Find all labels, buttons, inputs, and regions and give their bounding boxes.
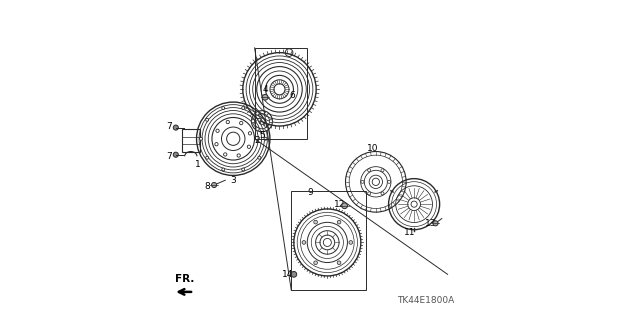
Circle shape [433,221,438,226]
Text: 3: 3 [230,176,236,185]
Text: 6: 6 [289,91,295,100]
Circle shape [342,203,348,209]
Circle shape [361,180,364,183]
Text: 8: 8 [205,182,211,191]
Circle shape [381,169,384,172]
Circle shape [222,168,225,171]
Circle shape [237,154,241,157]
Circle shape [258,118,261,121]
Circle shape [265,112,268,115]
Circle shape [239,122,243,125]
Text: 13: 13 [425,219,436,228]
Circle shape [205,118,209,121]
Circle shape [269,120,273,123]
Text: 7: 7 [166,122,172,130]
Circle shape [349,241,353,244]
Circle shape [256,127,259,130]
Circle shape [248,132,252,135]
Text: 10: 10 [367,144,378,153]
Text: TK44E1800A: TK44E1800A [397,296,454,305]
Circle shape [264,137,267,140]
Circle shape [367,169,371,172]
Circle shape [247,145,251,148]
Text: 5: 5 [259,131,265,140]
Circle shape [173,125,179,130]
Circle shape [258,156,261,159]
Circle shape [226,120,230,124]
Text: 4: 4 [262,85,268,94]
Circle shape [212,182,217,188]
Bar [255,48,307,139]
Circle shape [388,180,390,183]
Circle shape [242,107,244,109]
Circle shape [215,143,218,146]
Text: 7: 7 [166,152,172,161]
Circle shape [291,271,297,277]
Bar [291,191,366,290]
Circle shape [262,94,268,100]
Text: 9: 9 [307,189,313,197]
Text: FR.: FR. [175,274,194,284]
Circle shape [337,220,341,224]
Bar [182,129,200,152]
Circle shape [223,153,227,156]
Circle shape [337,261,341,264]
Text: 14: 14 [282,271,293,279]
Circle shape [173,152,179,157]
Circle shape [216,129,219,132]
Circle shape [302,241,306,244]
Circle shape [381,192,384,195]
Circle shape [256,112,259,115]
Text: 11: 11 [404,228,415,237]
Circle shape [265,127,268,130]
Circle shape [242,168,244,171]
Text: 1: 1 [195,160,201,169]
Text: 12: 12 [334,200,346,209]
Circle shape [222,107,225,109]
Circle shape [205,156,209,159]
Circle shape [367,192,371,195]
Circle shape [252,120,255,123]
Circle shape [200,137,202,140]
Circle shape [314,261,317,264]
Text: 2: 2 [254,136,260,145]
Circle shape [314,220,317,224]
